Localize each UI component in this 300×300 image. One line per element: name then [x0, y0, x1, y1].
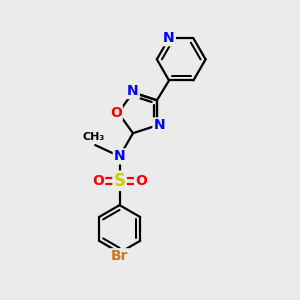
- Text: O: O: [110, 106, 122, 120]
- Text: N: N: [154, 118, 165, 132]
- Text: S: S: [114, 172, 126, 190]
- Text: N: N: [163, 31, 175, 45]
- Text: CH₃: CH₃: [82, 132, 105, 142]
- Text: N: N: [114, 149, 125, 164]
- Text: O: O: [92, 174, 104, 188]
- Text: Br: Br: [111, 249, 128, 263]
- Text: N: N: [127, 84, 139, 98]
- Text: O: O: [135, 174, 147, 188]
